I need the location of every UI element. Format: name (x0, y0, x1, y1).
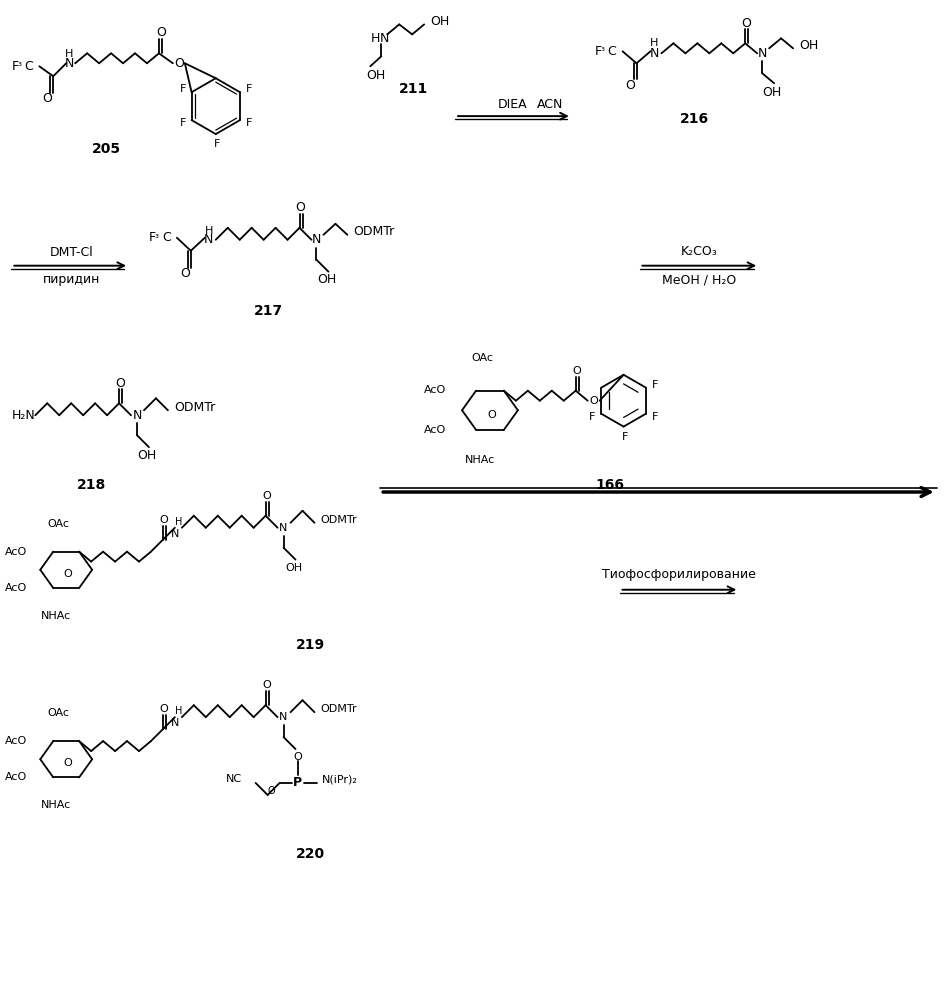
Text: O: O (590, 396, 598, 406)
Text: O: O (42, 92, 52, 105)
Text: NHAc: NHAc (41, 800, 71, 810)
Text: O: O (268, 786, 276, 796)
Text: ODMTr: ODMTr (354, 225, 395, 238)
Text: 166: 166 (595, 478, 624, 492)
Text: O: O (262, 491, 271, 501)
Text: OH: OH (285, 563, 302, 573)
Text: OAc: OAc (471, 353, 493, 363)
Text: F: F (651, 380, 658, 390)
Text: N: N (132, 409, 142, 422)
Text: 211: 211 (398, 82, 428, 96)
Text: F: F (594, 45, 602, 58)
Text: N: N (170, 718, 179, 728)
Text: O: O (180, 267, 190, 280)
Text: пиридин: пиридин (43, 273, 100, 286)
Text: H: H (175, 706, 183, 716)
Text: F: F (180, 118, 185, 128)
Text: K₂CO₃: K₂CO₃ (681, 245, 718, 258)
Text: 220: 220 (296, 847, 325, 861)
Text: 218: 218 (76, 478, 106, 492)
Text: O: O (296, 201, 305, 214)
Text: F: F (621, 432, 628, 442)
Text: NC: NC (225, 774, 242, 784)
Text: ₃: ₃ (17, 58, 21, 68)
Text: NHAc: NHAc (41, 611, 71, 621)
Text: N: N (170, 529, 179, 539)
Text: H: H (65, 49, 73, 59)
Text: AcO: AcO (5, 547, 28, 557)
Text: F: F (651, 412, 658, 422)
Text: AcO: AcO (424, 385, 446, 395)
Text: ₃: ₃ (601, 43, 605, 53)
Text: H: H (370, 32, 379, 45)
Text: O: O (174, 57, 184, 70)
Text: O: O (156, 26, 165, 39)
Text: H₂N: H₂N (11, 409, 35, 422)
Text: F: F (245, 84, 252, 94)
Text: F: F (149, 231, 156, 244)
Text: ODMTr: ODMTr (320, 515, 357, 525)
Text: O: O (293, 752, 301, 762)
Text: OH: OH (317, 273, 336, 286)
Text: O: O (262, 680, 271, 690)
Text: O: O (626, 79, 635, 92)
Text: 217: 217 (254, 304, 283, 318)
Text: ACN: ACN (536, 98, 563, 111)
Text: O: O (741, 17, 751, 30)
Text: C: C (608, 45, 616, 58)
Text: N: N (65, 57, 74, 70)
Text: O: O (160, 515, 168, 525)
Text: N: N (204, 233, 213, 246)
Text: O: O (488, 410, 496, 420)
Text: N: N (280, 712, 288, 722)
Text: F: F (589, 412, 595, 422)
Text: H: H (204, 226, 213, 236)
Text: C: C (25, 60, 33, 73)
Text: N: N (379, 32, 389, 45)
Text: F: F (214, 139, 220, 149)
Text: DIEA: DIEA (498, 98, 528, 111)
Text: AcO: AcO (5, 583, 28, 593)
Text: C: C (162, 231, 170, 244)
Text: N: N (650, 47, 659, 60)
Text: O: O (160, 704, 168, 714)
Text: MeOH / H₂O: MeOH / H₂O (662, 273, 736, 286)
Text: AcO: AcO (5, 736, 28, 746)
Text: ODMTr: ODMTr (174, 401, 215, 414)
Text: O: O (573, 366, 581, 376)
Text: O: O (64, 569, 72, 579)
Text: F: F (180, 84, 185, 94)
Text: N: N (312, 233, 321, 246)
Text: H: H (650, 38, 659, 48)
Text: O: O (115, 377, 125, 390)
Text: H: H (175, 517, 183, 527)
Text: DMT-Cl: DMT-Cl (49, 246, 93, 259)
Text: N(iPr)₂: N(iPr)₂ (321, 775, 358, 785)
Text: OH: OH (430, 15, 450, 28)
Text: P: P (293, 776, 302, 789)
Text: Тиофосфорилирование: Тиофосфорилирование (603, 568, 756, 581)
Text: F: F (245, 118, 252, 128)
Text: 216: 216 (680, 112, 708, 126)
Text: NHAc: NHAc (465, 455, 495, 465)
Text: OAc: OAc (48, 519, 69, 529)
Text: N: N (758, 47, 767, 60)
Text: AcO: AcO (5, 772, 28, 782)
Text: 219: 219 (296, 638, 325, 652)
Text: F: F (11, 60, 18, 73)
Text: OH: OH (763, 86, 782, 99)
Text: OH: OH (366, 69, 385, 82)
Text: O: O (64, 758, 72, 768)
Text: ₃: ₃ (155, 230, 159, 240)
Text: 205: 205 (91, 142, 121, 156)
Text: ODMTr: ODMTr (320, 704, 357, 714)
Text: OH: OH (799, 39, 818, 52)
Text: N: N (280, 523, 288, 533)
Text: AcO: AcO (424, 425, 446, 435)
Text: OH: OH (137, 449, 157, 462)
Text: OAc: OAc (48, 708, 69, 718)
